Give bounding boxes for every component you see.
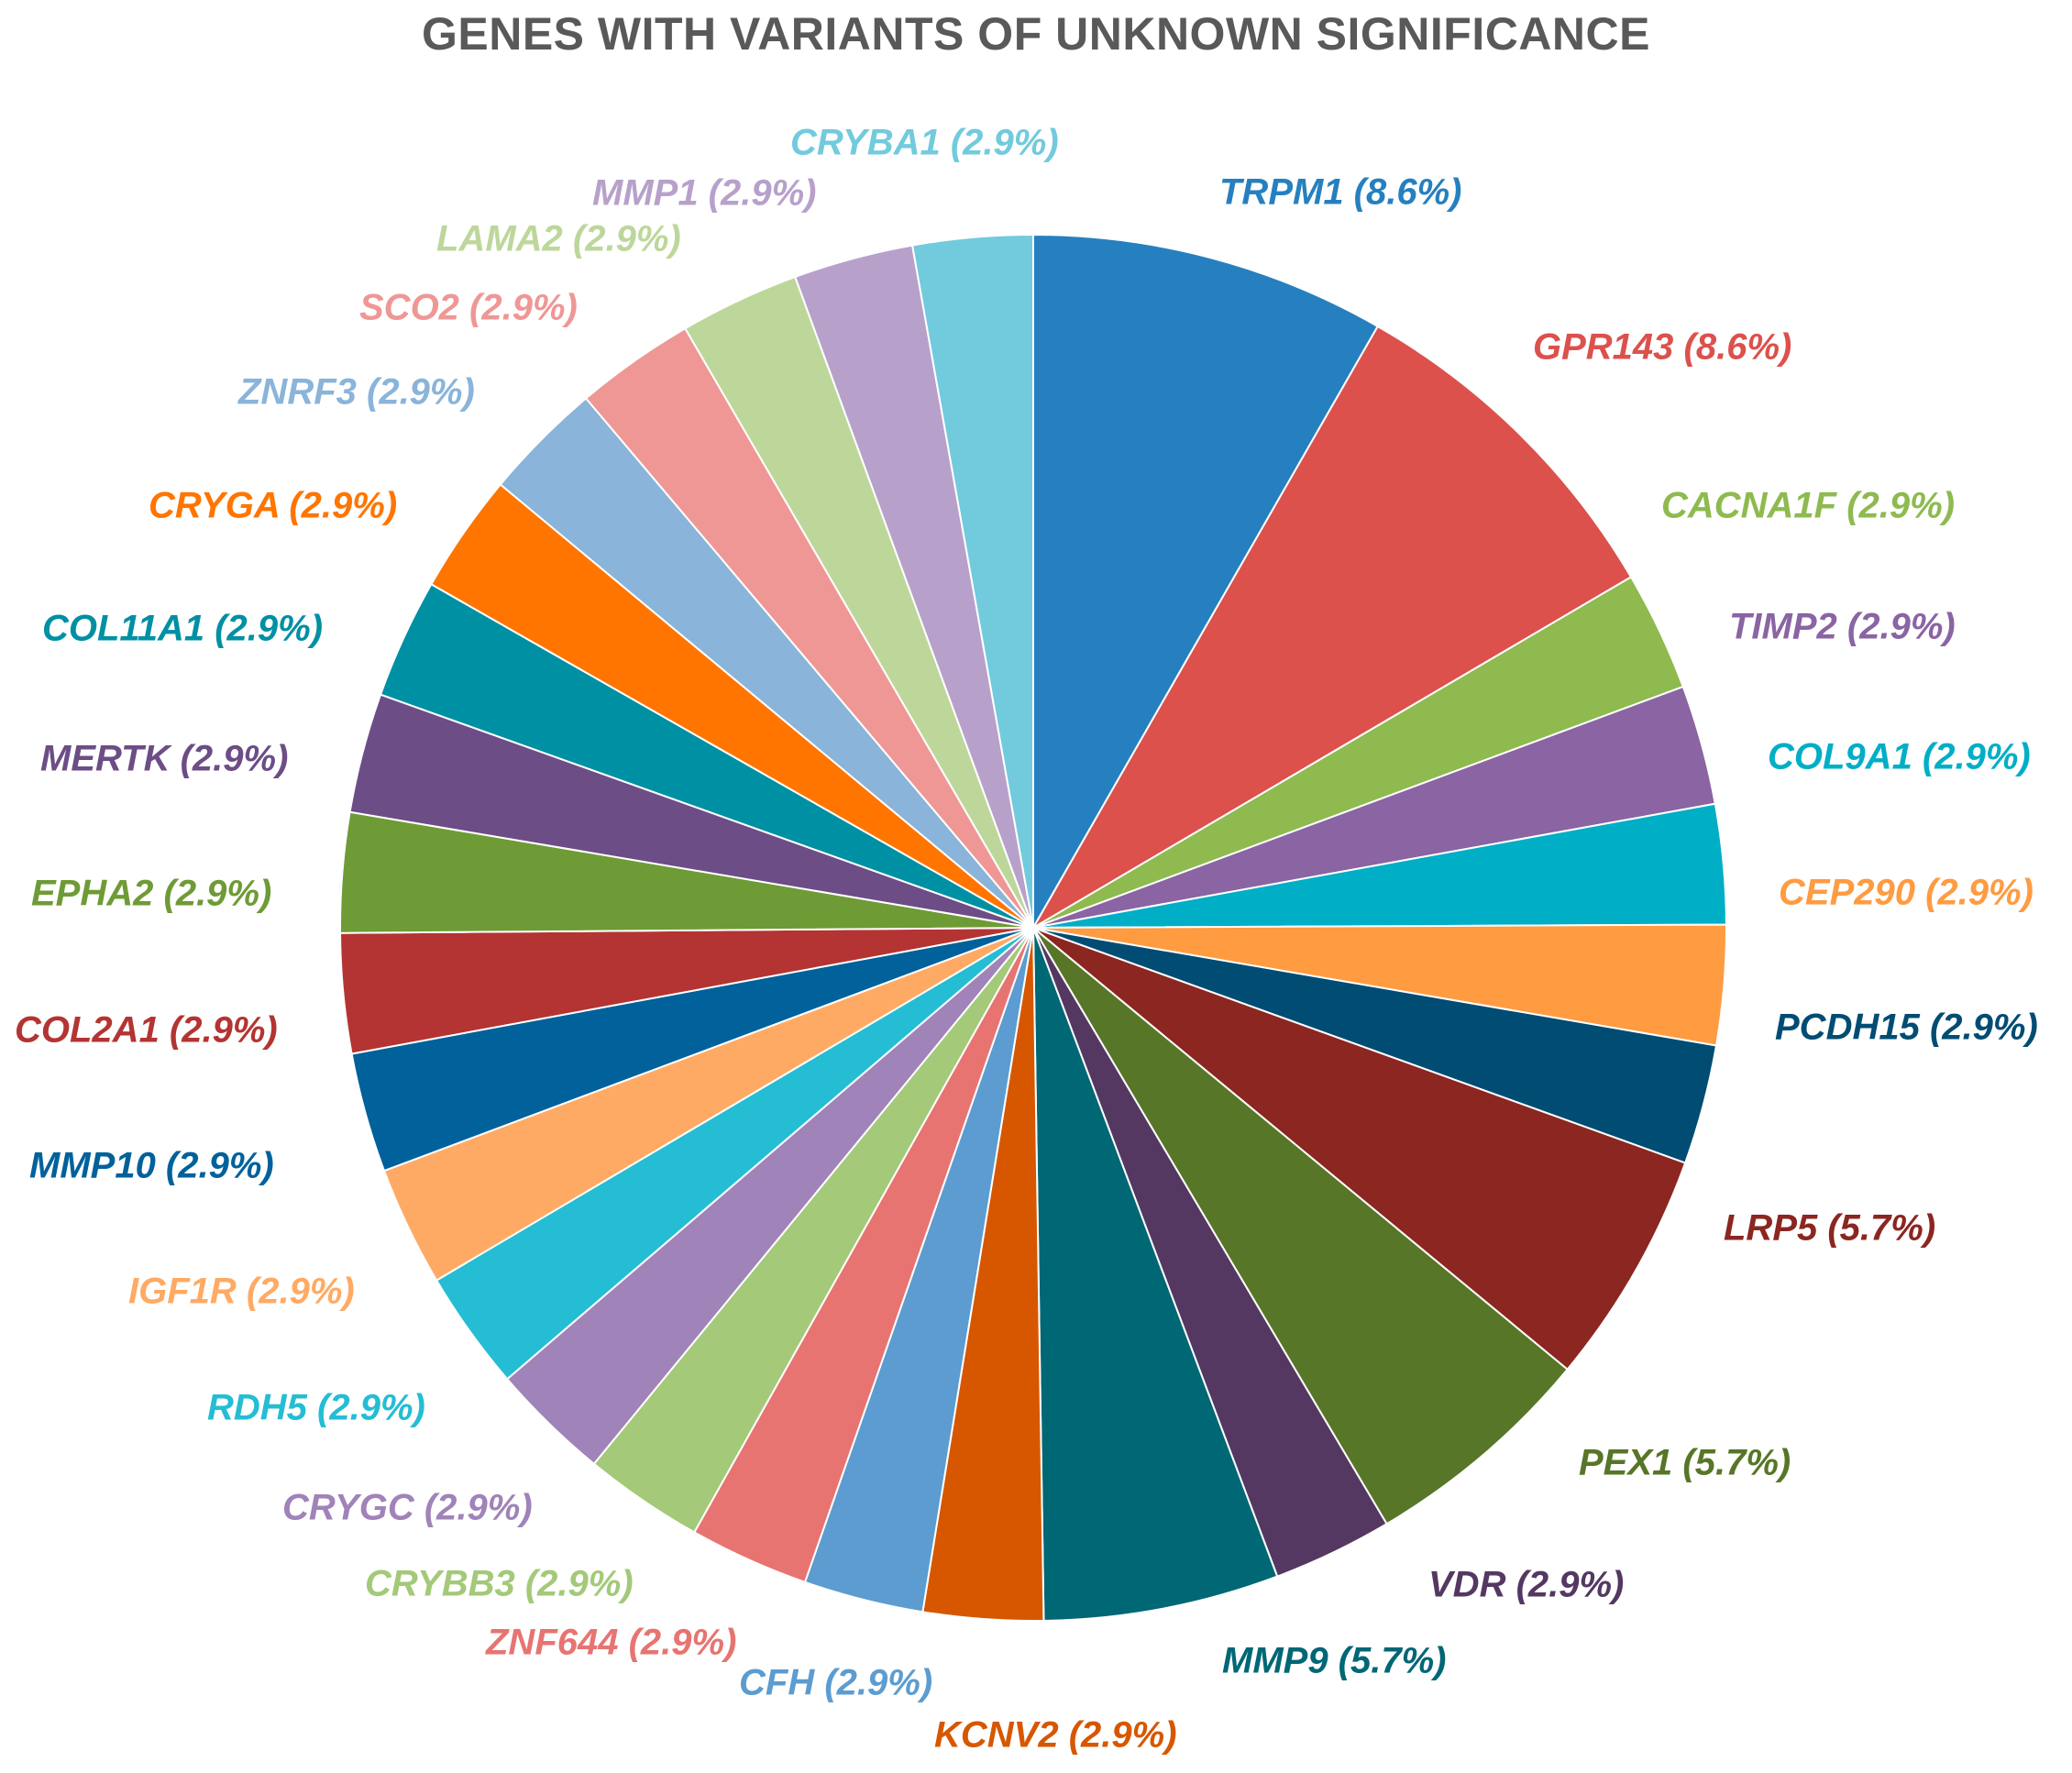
slice-label: MMP9 (5.7%) bbox=[1222, 1641, 1447, 1681]
slice-label: CRYBB3 (2.9%) bbox=[365, 1564, 634, 1604]
slice-label: PEX1 (5.7%) bbox=[1579, 1443, 1791, 1483]
slice-label: MMP10 (2.9%) bbox=[29, 1146, 274, 1186]
pie-slice bbox=[1032, 233, 1380, 931]
slice-label: COL9A1 (2.9%) bbox=[1768, 737, 2031, 777]
pie-slice bbox=[1032, 927, 1687, 1371]
slice-label: CACNA1F (2.9%) bbox=[1661, 486, 1955, 526]
slice-label: MERTK (2.9%) bbox=[40, 739, 288, 779]
slice-label: ZNF644 (2.9%) bbox=[485, 1623, 736, 1663]
slice-label: CRYBA1 (2.9%) bbox=[790, 123, 1059, 163]
pie-slice bbox=[910, 233, 1034, 929]
pie-labels: TRPM1 (8.6%) GPR143 (8.6%) CACNA1F (2.9%) T… bbox=[15, 123, 2038, 1756]
slice-label: EPHA2 (2.9%) bbox=[31, 874, 271, 914]
slice-label: CRYGC (2.9%) bbox=[282, 1488, 533, 1528]
slice-label: LRP5 (5.7%) bbox=[1724, 1208, 1935, 1249]
slice-label: PCDH15 (2.9%) bbox=[1775, 1008, 2038, 1048]
slice-label: SCO2 (2.9%) bbox=[359, 288, 578, 328]
slice-label: CRYGA (2.9%) bbox=[149, 486, 397, 526]
pie-slices bbox=[339, 233, 1727, 1622]
slice-label: RDH5 (2.9%) bbox=[207, 1388, 425, 1428]
slice-label: COL11A1 (2.9%) bbox=[42, 609, 323, 649]
pie-slice bbox=[1030, 325, 1633, 931]
pie-slice bbox=[1032, 927, 1570, 1525]
slice-label: TRPM1 (8.6%) bbox=[1219, 172, 1462, 213]
slice-label: GPR143 (8.6%) bbox=[1533, 327, 1791, 368]
slice-label: ZNRF3 (2.9%) bbox=[237, 372, 475, 413]
slice-label: CFH (2.9%) bbox=[739, 1663, 932, 1703]
slice-label: TIMP2 (2.9%) bbox=[1729, 607, 1956, 647]
slice-label: CEP290 (2.9%) bbox=[1779, 873, 2033, 913]
slice-label: KCNV2 (2.9%) bbox=[934, 1715, 1177, 1756]
chart-title: GENES WITH VARIANTS OF UNKNOWN SIGNIFICA… bbox=[421, 8, 1650, 60]
slice-label: MMP1 (2.9%) bbox=[592, 173, 817, 214]
slice-label: VDR (2.9%) bbox=[1428, 1565, 1624, 1605]
slice-label: IGF1R (2.9%) bbox=[128, 1272, 355, 1312]
slice-label: COL2A1 (2.9%) bbox=[15, 1010, 278, 1051]
slice-label: LAMA2 (2.9%) bbox=[436, 219, 681, 259]
pie-slice bbox=[1032, 927, 1279, 1622]
